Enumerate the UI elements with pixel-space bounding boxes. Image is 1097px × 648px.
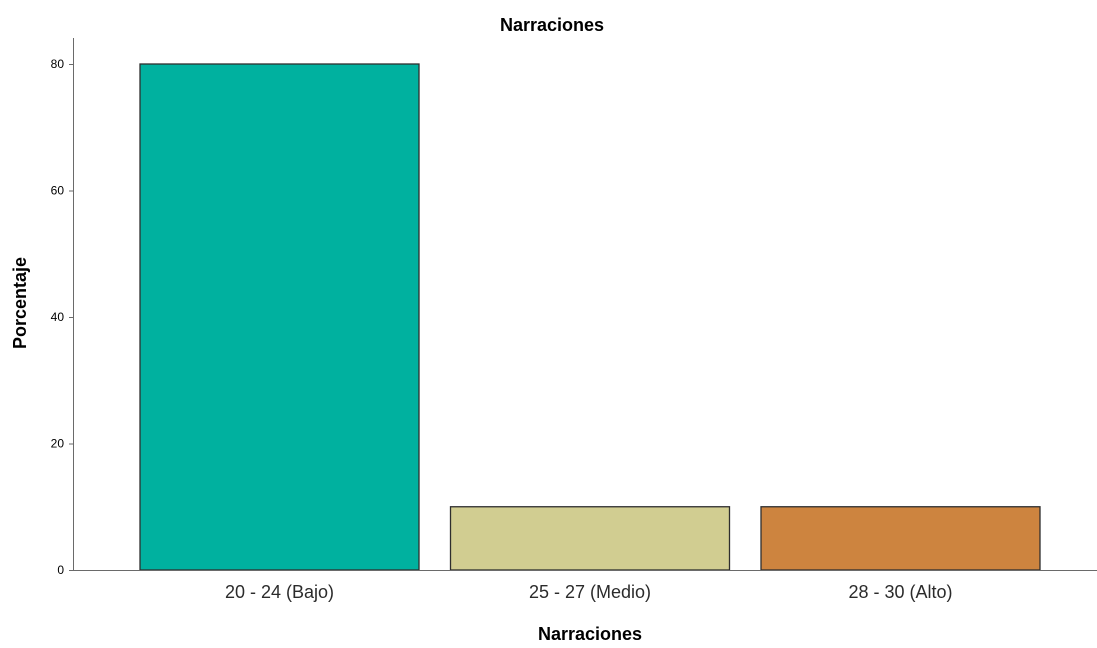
x-tick-label: 20 - 24 (Bajo): [225, 582, 334, 602]
y-axis-ticks: 0 20 40 60 80: [51, 57, 73, 577]
x-axis-tick-labels: 20 - 24 (Bajo) 25 - 27 (Medio) 28 - 30 (Al…: [225, 582, 953, 602]
bar-2: [449, 506, 731, 571]
bar-1: [139, 63, 420, 571]
bar-3: [760, 506, 1041, 571]
chart-title: Narraciones: [500, 15, 604, 35]
y-tick-label: 0: [57, 563, 64, 577]
y-tick-label: 60: [51, 184, 65, 198]
y-tick-label: 40: [51, 310, 65, 324]
y-tick-label: 80: [51, 57, 65, 71]
y-axis-title: Porcentaje: [10, 257, 30, 349]
y-tick-label: 20: [51, 437, 65, 451]
bars-group: [139, 63, 1041, 571]
x-tick-label: 25 - 27 (Medio): [529, 582, 651, 602]
x-tick-label: 28 - 30 (Alto): [848, 582, 952, 602]
x-axis-title: Narraciones: [538, 624, 642, 643]
